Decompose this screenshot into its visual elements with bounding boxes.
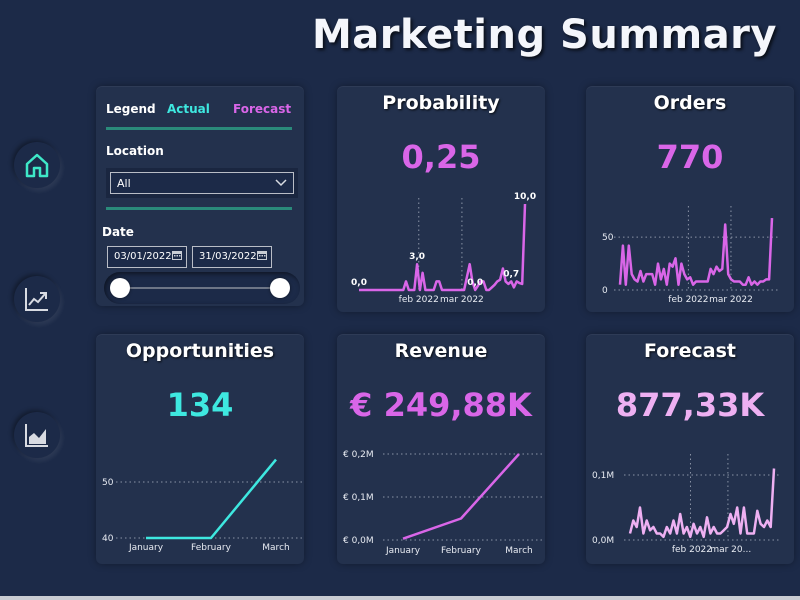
page-title: Marketing Summary xyxy=(312,12,777,58)
revenue-value: € 249,88K xyxy=(350,386,532,424)
forecast-value: 877,33K xyxy=(615,386,765,424)
nav-area-button[interactable] xyxy=(14,412,60,458)
revenue-card: Revenue € 249,88K € 0,0M € 0,1M € 0,2M Janu… xyxy=(337,334,545,564)
data-label: 0,0 xyxy=(467,278,483,288)
y-tick-label: € 0,1M xyxy=(343,493,374,503)
x-tick-label: February xyxy=(441,546,482,556)
opportunities-card: Opportunities 134 40 50 January February Mar… xyxy=(96,334,304,564)
data-label: 3,0 xyxy=(409,252,425,262)
x-tick-label: feb 2022 xyxy=(672,545,712,555)
x-tick-label: January xyxy=(128,543,164,553)
x-tick-label: feb 2022 xyxy=(668,295,708,305)
chevron-down-icon xyxy=(275,179,287,187)
nav-home-button[interactable] xyxy=(14,142,60,188)
date-end-input[interactable]: 31/03/2022 xyxy=(192,246,272,268)
y-tick-label: 50 xyxy=(602,233,614,243)
revenue-title: Revenue xyxy=(394,340,488,362)
opportunities-value: 134 xyxy=(166,386,234,424)
series-line xyxy=(402,453,520,540)
location-value: All xyxy=(117,177,131,190)
revenue-chart: € 0,0M € 0,1M € 0,2M January February March xyxy=(343,450,543,556)
series-line xyxy=(146,458,277,540)
slider-thumb-start[interactable] xyxy=(110,278,130,298)
x-tick-label: feb 2022 xyxy=(399,295,439,305)
x-tick-label: January xyxy=(385,546,421,556)
slider-thumb-end[interactable] xyxy=(270,278,290,298)
date-start-input[interactable]: 03/01/2022 xyxy=(107,246,187,268)
y-tick-label: 40 xyxy=(102,534,114,544)
y-tick-label: 0,1M xyxy=(592,471,614,481)
forecast-title: Forecast xyxy=(644,340,736,362)
area-chart-icon xyxy=(25,424,48,447)
x-tick-label: mar 2022 xyxy=(709,295,753,305)
y-tick-label: 0,0M xyxy=(592,536,614,546)
series-line xyxy=(359,203,527,292)
date-end-value: 31/03/2022 xyxy=(199,251,257,262)
orders-title: Orders xyxy=(653,92,727,114)
orders-chart: 0 50 feb 2022 mar 2022 xyxy=(602,206,778,305)
date-start-value: 03/01/2022 xyxy=(114,251,172,262)
legend-actual: Actual xyxy=(167,102,210,116)
nav-trend-button[interactable] xyxy=(14,276,60,322)
data-label: 0,0 xyxy=(351,278,367,288)
series-line xyxy=(628,468,776,539)
legend-forecast: Forecast xyxy=(233,102,292,116)
filter-panel: Legend Actual Forecast Location All Date… xyxy=(96,86,304,306)
divider xyxy=(106,127,292,130)
date-range-slider[interactable] xyxy=(104,272,300,304)
y-tick-label: 0 xyxy=(602,286,608,296)
y-tick-label: € 0,2M xyxy=(343,450,374,460)
trend-chart-icon xyxy=(25,288,48,311)
probability-card: Probability 0,25 feb 2022 mar 2022 0,0 3,0 0… xyxy=(337,86,545,312)
orders-value: 770 xyxy=(656,138,724,176)
opportunities-title: Opportunities xyxy=(125,340,275,362)
forecast-card: Forecast 877,33K 0,0M 0,1M feb 2022 mar 20.… xyxy=(586,334,794,564)
slider-track xyxy=(120,287,280,289)
home-icon xyxy=(25,153,49,178)
x-tick-label: February xyxy=(191,543,232,553)
divider xyxy=(106,207,292,210)
calendar-icon[interactable] xyxy=(172,251,182,260)
x-tick-label: mar 2022 xyxy=(440,295,484,305)
location-dropdown[interactable]: All xyxy=(110,172,294,194)
probability-chart: feb 2022 mar 2022 0,0 3,0 0,0 0,7 10,0 xyxy=(351,192,536,305)
x-tick-label: March xyxy=(505,546,532,556)
date-label: Date xyxy=(102,225,134,239)
y-tick-label: 50 xyxy=(102,478,114,488)
x-tick-label: March xyxy=(262,543,289,553)
data-label: 10,0 xyxy=(514,192,536,202)
probability-title: Probability xyxy=(382,92,500,114)
legend-label: Legend xyxy=(106,102,156,116)
location-label: Location xyxy=(106,144,164,158)
calendar-icon[interactable] xyxy=(257,251,267,260)
data-label: 0,7 xyxy=(503,269,519,279)
probability-value: 0,25 xyxy=(401,138,481,176)
y-tick-label: € 0,0M xyxy=(343,536,374,546)
series-line xyxy=(618,218,774,286)
opportunities-chart: 40 50 January February March xyxy=(102,458,302,553)
x-tick-label: mar 20... xyxy=(710,545,751,555)
bottom-bar xyxy=(0,596,800,600)
orders-card: Orders 770 0 50 feb 2022 mar 2022 xyxy=(586,86,794,312)
